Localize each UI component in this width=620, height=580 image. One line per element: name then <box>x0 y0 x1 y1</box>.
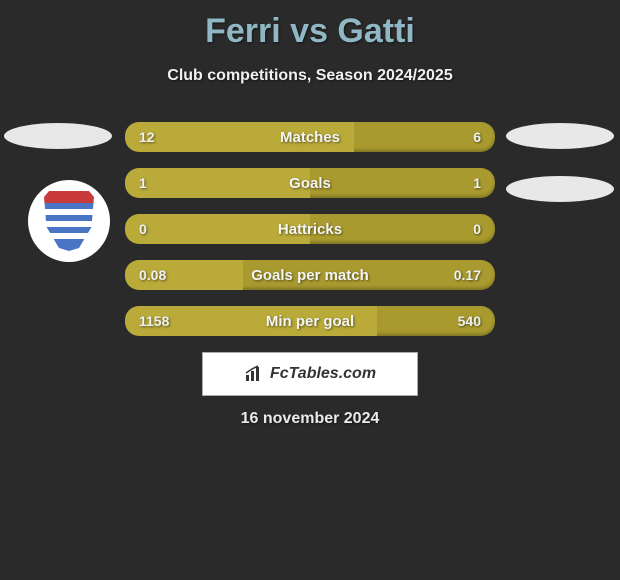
stat-row-hattricks: 0 Hattricks 0 <box>125 214 495 244</box>
right-team-ellipse-2 <box>506 176 614 202</box>
stat-value-right: 0.17 <box>454 260 481 290</box>
shield-icon <box>44 191 94 251</box>
stat-row-goals: 1 Goals 1 <box>125 168 495 198</box>
page-subtitle: Club competitions, Season 2024/2025 <box>0 67 620 85</box>
stat-label: Hattricks <box>125 214 495 244</box>
stat-value-right: 540 <box>458 306 481 336</box>
stats-bars: 12 Matches 6 1 Goals 1 0 Hattricks 0 0.0… <box>110 122 510 352</box>
stat-label: Matches <box>125 122 495 152</box>
page-title: Ferri vs Gatti <box>0 0 620 51</box>
footer-brand-text: FcTables.com <box>270 365 376 383</box>
stat-row-goals-per-match: 0.08 Goals per match 0.17 <box>125 260 495 290</box>
stat-label: Min per goal <box>125 306 495 336</box>
stat-label: Goals per match <box>125 260 495 290</box>
footer-date: 16 november 2024 <box>0 410 620 428</box>
right-team-ellipse-1 <box>506 123 614 149</box>
chart-icon <box>244 365 264 383</box>
team-badge-left <box>28 180 110 262</box>
stat-value-right: 1 <box>473 168 481 198</box>
stat-row-matches: 12 Matches 6 <box>125 122 495 152</box>
stat-label: Goals <box>125 168 495 198</box>
stat-value-right: 0 <box>473 214 481 244</box>
footer-brand-box: FcTables.com <box>202 352 418 396</box>
stat-value-right: 6 <box>473 122 481 152</box>
left-team-ellipse <box>4 123 112 149</box>
stat-row-min-per-goal: 1158 Min per goal 540 <box>125 306 495 336</box>
